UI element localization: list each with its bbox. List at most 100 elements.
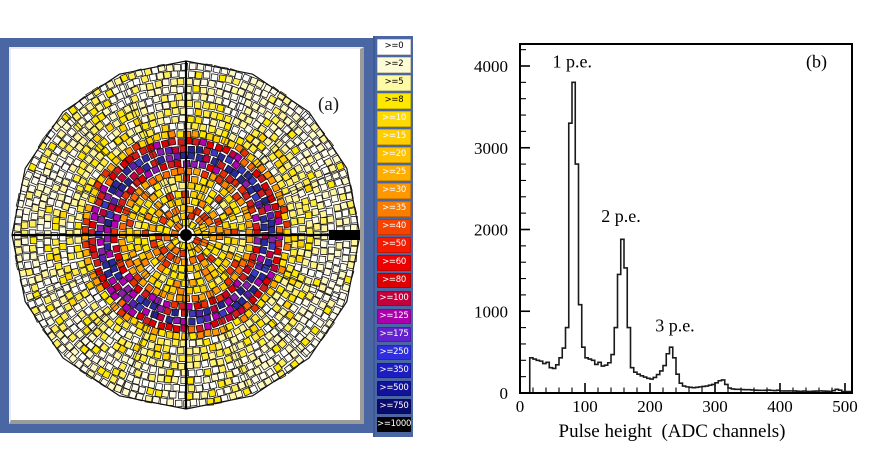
- detector-cell: [203, 216, 214, 227]
- detector-cell: [195, 315, 205, 325]
- detector-cell: [103, 226, 112, 234]
- detector-cell: [203, 329, 212, 338]
- detector-cell: [72, 302, 83, 313]
- detector-cell: [144, 283, 155, 294]
- detector-cell: [99, 313, 111, 324]
- detector-cell: [202, 154, 212, 164]
- detector-cell: [146, 105, 156, 114]
- detector-cell: [214, 193, 225, 205]
- detector-cell: [72, 157, 82, 168]
- detector-cell: [52, 208, 62, 218]
- detector-cell: [282, 299, 293, 310]
- detector-cell: [211, 327, 221, 337]
- detector-cell: [240, 178, 252, 190]
- detector-cell: [155, 359, 165, 368]
- detector-cell: [221, 144, 232, 155]
- detector-cell: [195, 338, 204, 347]
- detector-cell: [134, 220, 143, 230]
- detector-cell: [82, 211, 91, 220]
- detector-cell: [88, 287, 99, 297]
- detector-cell: [253, 149, 264, 160]
- detector-cell: [253, 236, 262, 245]
- detector-cell: [215, 348, 225, 358]
- detector-cell: [223, 193, 234, 204]
- detector-cell: [205, 132, 214, 142]
- detector-cell: [156, 252, 167, 264]
- detector-cell: [288, 156, 299, 167]
- detector-cell: [218, 281, 229, 292]
- detector-cell: [282, 160, 293, 171]
- detector-cell: [176, 166, 185, 175]
- detector-cell: [289, 217, 299, 226]
- detector-cell: [76, 150, 87, 162]
- detector-cell: [304, 242, 313, 251]
- detector-cell: [306, 268, 316, 278]
- detector-cell: [232, 152, 243, 163]
- detector-cell: [147, 275, 158, 285]
- detector-cell: [238, 272, 249, 283]
- detector-cell: [185, 241, 195, 251]
- detector-canvas: [9, 47, 364, 424]
- detector-cell: [84, 293, 95, 304]
- detector-cell: [249, 323, 259, 334]
- detector-cell: [208, 343, 217, 352]
- y-tick-label: 3000: [474, 139, 508, 158]
- detector-cell: [160, 139, 170, 149]
- detector-cell: [274, 240, 283, 248]
- detector-cell: [273, 247, 283, 256]
- detector-cell: [309, 261, 318, 270]
- detector-cell: [192, 167, 202, 177]
- detector-cell: [81, 240, 90, 249]
- x-tick-label: 400: [767, 397, 793, 416]
- detector-cell: [273, 138, 285, 149]
- detector-cell: [152, 182, 163, 192]
- detector-cell: [223, 206, 234, 216]
- detector-cell: [99, 157, 110, 168]
- detector-cell: [209, 268, 220, 279]
- detector-cell: [215, 112, 225, 122]
- detector-cell: [262, 323, 273, 334]
- detector-cell: [157, 321, 166, 331]
- detector-cell: [156, 262, 167, 273]
- detector-cell: [104, 122, 115, 133]
- detector-cell: [245, 152, 256, 163]
- detector-cell: [251, 213, 261, 223]
- detector-cell: [140, 269, 151, 280]
- detector-cell: [198, 137, 208, 147]
- detector-cell: [208, 296, 218, 306]
- detector-cell: [111, 147, 122, 158]
- detector-cell: [239, 147, 250, 159]
- detector-cell: [172, 324, 181, 334]
- detector-cell: [67, 245, 75, 254]
- detector-cell: [253, 289, 264, 300]
- detector-cell: [266, 211, 275, 220]
- detector-cell: [124, 347, 135, 358]
- detector-cell: [263, 330, 275, 342]
- detector-cell: [224, 321, 235, 332]
- detector-cell: [223, 354, 234, 364]
- detector-cell: [131, 141, 142, 152]
- detector-cell: [83, 183, 93, 193]
- detector-cell: [100, 168, 111, 179]
- detector-cell: [114, 315, 125, 327]
- detector-cell: [280, 144, 291, 155]
- detector-cell: [141, 331, 151, 341]
- detector-cell: [206, 253, 217, 264]
- detector-cell: [143, 212, 154, 222]
- detector-cell: [192, 285, 202, 294]
- detector-cell: [194, 115, 203, 125]
- detector-cell: [165, 241, 177, 252]
- detector-cell: [208, 358, 218, 368]
- detector-cell: [287, 255, 297, 265]
- detector-cell: [170, 361, 179, 370]
- detector-cell: [140, 114, 150, 124]
- detector-cell: [125, 127, 136, 138]
- detector-cell: [209, 304, 219, 314]
- detector-cell: [282, 270, 292, 280]
- detector-cell: [119, 213, 129, 223]
- detector-cell: [244, 115, 254, 126]
- detector-cell: [187, 115, 195, 124]
- detector-cell: [227, 100, 238, 111]
